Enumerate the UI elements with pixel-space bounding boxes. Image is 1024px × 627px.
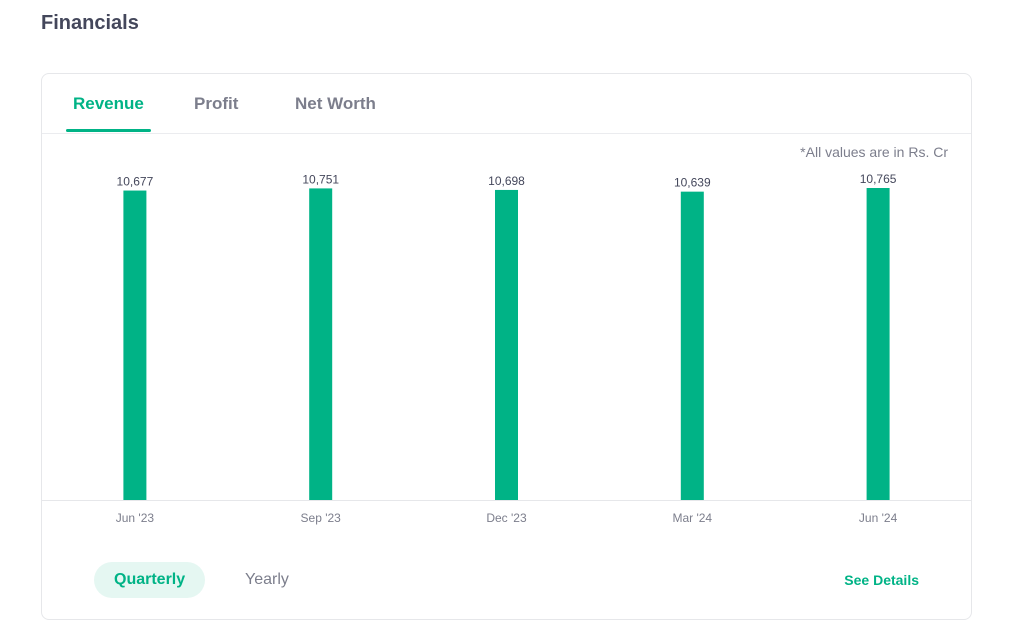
bar-value-label: 10,698 [488, 174, 525, 188]
bar-1[interactable] [309, 188, 333, 500]
x-tick-label: Jun '23 [116, 511, 155, 525]
financials-tabs: Revenue Profit Net Worth [42, 74, 971, 134]
tab-net-worth[interactable]: Net Worth [295, 94, 376, 113]
bar-4[interactable] [866, 188, 890, 500]
bar-value-label: 10,639 [674, 176, 711, 190]
bar-2[interactable] [495, 189, 518, 501]
active-tab-indicator [66, 129, 151, 132]
bar-0[interactable] [123, 190, 147, 501]
x-tick-label: Mar '24 [672, 511, 712, 525]
bar-3[interactable] [680, 191, 704, 500]
x-tick-label: Sep '23 [301, 511, 342, 525]
bar-value-label: 10,765 [860, 172, 897, 186]
tab-profit[interactable]: Profit [194, 94, 239, 113]
bar-value-label: 10,751 [302, 172, 339, 186]
x-tick-label: Dec '23 [486, 511, 527, 525]
yearly-toggle[interactable]: Yearly [245, 571, 289, 588]
revenue-bar-chart: 10,677 Jun '23 10,751 Sep '23 10,698 Dec '23 1… [42, 172, 971, 525]
units-note: *All values are in Rs. Cr [800, 144, 948, 160]
section-title: Financials [41, 12, 139, 34]
financials-card: Revenue Profit Net Worth *All values are… [41, 73, 972, 620]
bar-value-label: 10,677 [117, 175, 154, 189]
quarterly-toggle[interactable]: Quarterly [94, 562, 206, 598]
chart-footer: Quarterly Yearly See Details [42, 559, 971, 609]
x-tick-label: Jun '24 [859, 511, 898, 525]
tab-revenue[interactable]: Revenue [73, 94, 144, 113]
see-details-link[interactable]: See Details [844, 572, 919, 588]
